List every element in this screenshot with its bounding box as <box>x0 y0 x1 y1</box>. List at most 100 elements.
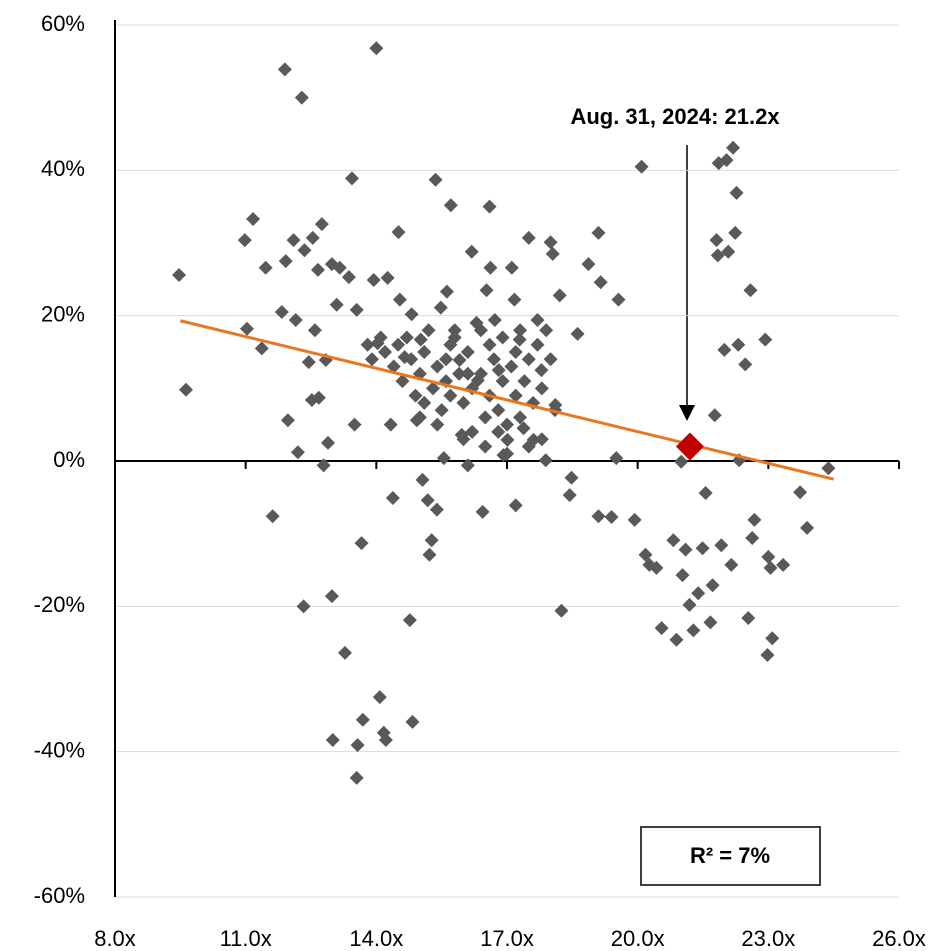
point <box>314 217 329 232</box>
point <box>278 254 293 269</box>
point <box>534 432 549 447</box>
y-tick-label: -40% <box>34 737 85 762</box>
point <box>564 470 579 485</box>
point <box>399 330 414 345</box>
point <box>478 410 493 425</box>
point <box>487 313 502 328</box>
point <box>473 366 488 381</box>
point <box>500 446 514 461</box>
point <box>800 520 815 535</box>
point <box>316 458 331 473</box>
point <box>290 445 305 460</box>
point <box>504 260 519 275</box>
point <box>473 323 488 338</box>
point <box>776 557 791 572</box>
point <box>369 41 384 56</box>
point <box>710 248 725 263</box>
point <box>763 560 778 575</box>
x-tick-label: 26.0x <box>872 926 926 951</box>
point <box>386 359 401 374</box>
point <box>417 395 432 410</box>
point <box>479 283 494 298</box>
point <box>360 337 375 352</box>
r2-label: R² = 7% <box>690 843 770 868</box>
point <box>495 374 510 389</box>
point <box>609 451 624 466</box>
point <box>378 345 393 359</box>
point <box>627 512 642 527</box>
point <box>402 613 417 628</box>
point <box>415 472 430 487</box>
point <box>760 648 775 663</box>
point <box>554 603 569 618</box>
point <box>305 230 320 245</box>
point <box>705 578 720 593</box>
point <box>513 410 528 425</box>
point <box>500 432 515 447</box>
point <box>504 359 519 374</box>
point <box>439 352 454 367</box>
point <box>703 615 718 630</box>
point <box>425 381 440 396</box>
x-tick-label: 20.0x <box>611 926 665 951</box>
point <box>325 733 340 748</box>
arrow-head <box>679 405 695 421</box>
point <box>404 307 419 322</box>
point <box>530 337 545 352</box>
point <box>593 275 608 290</box>
point <box>507 292 522 307</box>
point <box>534 381 549 396</box>
point <box>412 410 427 425</box>
point <box>237 233 252 248</box>
point <box>482 199 497 214</box>
point <box>709 233 724 248</box>
point <box>638 547 653 562</box>
point <box>611 292 626 307</box>
point <box>464 244 479 259</box>
point <box>239 321 254 336</box>
highlight-point <box>675 432 704 461</box>
point <box>254 341 269 356</box>
point <box>483 260 498 275</box>
point <box>545 246 560 261</box>
point <box>296 599 311 614</box>
point <box>738 357 753 372</box>
point <box>392 292 407 307</box>
r2-box <box>640 826 821 886</box>
point <box>714 538 729 553</box>
point <box>349 302 364 317</box>
point <box>385 491 400 506</box>
point <box>666 533 681 548</box>
point <box>475 504 490 519</box>
point <box>604 509 619 524</box>
point <box>508 498 523 513</box>
trend-line <box>179 319 835 481</box>
point <box>707 408 722 423</box>
point <box>428 172 443 187</box>
point <box>669 632 684 647</box>
point <box>678 542 693 557</box>
point <box>675 568 690 583</box>
point <box>344 171 359 186</box>
point <box>404 352 419 367</box>
point <box>512 332 527 347</box>
point <box>301 355 316 370</box>
point <box>570 326 585 341</box>
x-tick-label: 23.0x <box>741 926 795 951</box>
point <box>311 390 326 405</box>
point <box>172 267 187 282</box>
point <box>456 395 471 410</box>
point <box>417 345 432 359</box>
point <box>324 589 339 604</box>
x-tick-label: 17.0x <box>480 926 534 951</box>
point <box>443 337 458 352</box>
point <box>364 352 379 367</box>
point <box>354 536 369 551</box>
x-tick-label: 14.0x <box>349 926 403 951</box>
point <box>508 345 523 359</box>
point <box>430 417 445 432</box>
point <box>341 270 356 285</box>
point <box>543 352 558 367</box>
point <box>591 509 606 524</box>
